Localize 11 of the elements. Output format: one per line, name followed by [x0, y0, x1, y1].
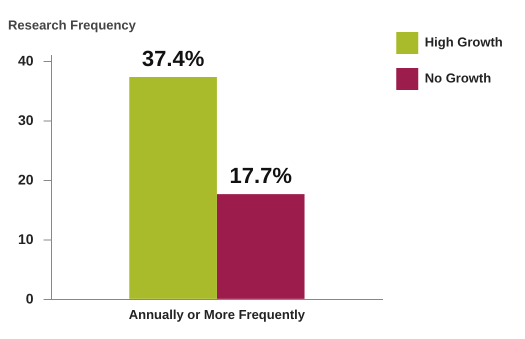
chart-title: Research Frequency — [8, 17, 137, 32]
data-label: 37.4% — [142, 46, 204, 72]
legend-label: High Growth — [424, 34, 503, 50]
y-tick-label: 40 — [18, 52, 34, 68]
x-tick-label: Annually or More Frequently — [128, 306, 306, 322]
y-tick-label: 10 — [18, 230, 34, 247]
y-tick-label: 20 — [18, 171, 34, 188]
y-tick-label: 0 — [26, 290, 34, 306]
data-label: 17.7% — [230, 163, 292, 188]
legend-label: No Growth — [424, 70, 492, 86]
y-tick-label: 30 — [18, 112, 34, 128]
